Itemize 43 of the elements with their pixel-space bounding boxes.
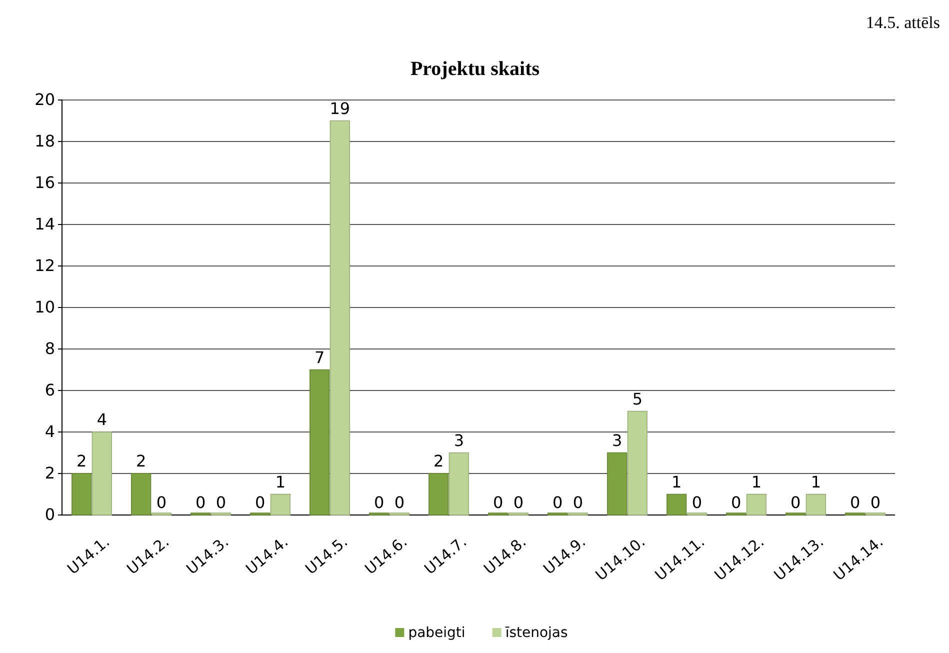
- data-label: 0: [731, 493, 742, 512]
- data-label: 2: [434, 452, 444, 470]
- data-label: 5: [632, 389, 642, 408]
- y-tick-label: 2: [44, 464, 55, 483]
- data-label: 1: [275, 472, 286, 492]
- data-label: 0: [374, 493, 384, 512]
- data-label: 0: [156, 493, 166, 512]
- data-label: 0: [692, 493, 702, 512]
- y-tick-label: 8: [44, 339, 55, 358]
- data-label: 0: [394, 493, 404, 512]
- text: 14.5. attēls: [866, 13, 940, 32]
- y-tick-label: 6: [44, 380, 55, 400]
- data-label: 3: [612, 430, 622, 450]
- data-label: 4: [96, 410, 107, 429]
- y-tick-label: 14: [34, 214, 55, 234]
- data-label: 0: [196, 493, 206, 512]
- data-label: 1: [810, 472, 821, 492]
- chart-title: Projektu skaits: [410, 58, 540, 80]
- data-label: 19: [330, 98, 350, 118]
- legend-label: īstenojas: [504, 625, 568, 641]
- data-label: 2: [76, 452, 87, 470]
- data-label: 0: [850, 493, 860, 512]
- y-tick-label: 18: [34, 132, 55, 151]
- y-tick-label: 10: [34, 298, 55, 317]
- y-tick-label: 0: [44, 505, 55, 524]
- data-label: 0: [790, 493, 801, 512]
- y-tick-label: 4: [44, 422, 55, 442]
- data-label: 0: [255, 493, 266, 512]
- y-tick-label: 20: [34, 90, 55, 110]
- data-label: 0: [493, 493, 504, 512]
- legend-label: pabeigti: [408, 625, 466, 641]
- y-tick-label: 16: [34, 173, 55, 192]
- data-label: 0: [572, 493, 583, 512]
- data-label: 0: [870, 493, 880, 512]
- data-label: 3: [454, 430, 464, 450]
- data-label: 7: [314, 348, 325, 367]
- y-tick-label: 12: [34, 256, 55, 276]
- data-label: 0: [216, 493, 226, 512]
- data-label: 2: [136, 452, 146, 470]
- data-label: 0: [513, 493, 524, 512]
- data-label: 1: [751, 472, 762, 492]
- data-label: 1: [672, 472, 682, 492]
- data-label: 0: [552, 493, 563, 512]
